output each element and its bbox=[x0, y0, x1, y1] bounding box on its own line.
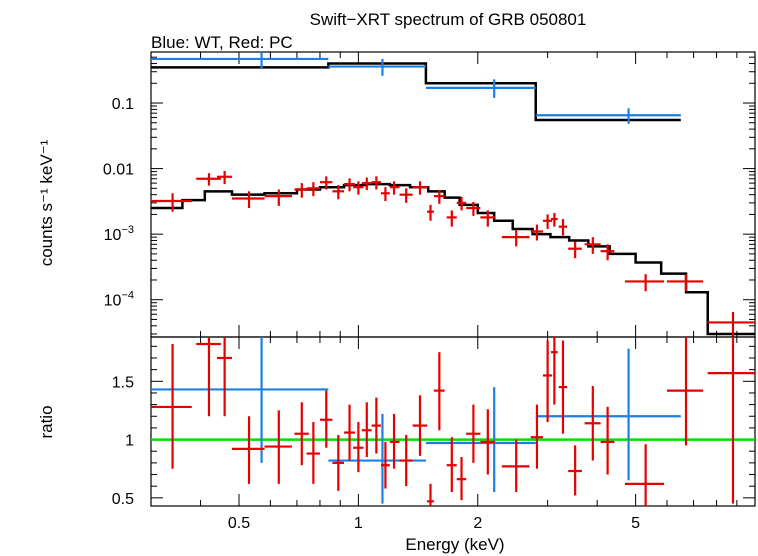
energy-x-tick-label: 5 bbox=[631, 515, 640, 532]
pc-data-point bbox=[551, 213, 558, 227]
pc-data-point bbox=[319, 390, 333, 448]
pc-data-point bbox=[371, 176, 381, 190]
pc-data-point bbox=[353, 422, 364, 473]
spectrum-y-tick-label: 10−3 bbox=[104, 224, 134, 244]
pc-data-point bbox=[480, 210, 495, 227]
pc-data-point bbox=[600, 244, 615, 261]
pc-data-point bbox=[412, 395, 428, 456]
pc-data-point bbox=[501, 230, 530, 247]
pc-data-point bbox=[501, 439, 530, 493]
pc-data-point bbox=[427, 204, 434, 221]
pc-data-point bbox=[530, 404, 543, 469]
pc-data-point bbox=[216, 170, 232, 185]
ratio-panel: 0.5 1 1.5 0.5 1 2 5 bbox=[112, 336, 756, 532]
pc-data-point bbox=[530, 224, 543, 241]
pc-data-point bbox=[264, 189, 292, 206]
pc-data-point bbox=[399, 434, 413, 487]
pc-data-point bbox=[542, 340, 553, 423]
ratio-y-tick-label: 0.5 bbox=[112, 491, 134, 508]
pc-data-point bbox=[707, 337, 755, 504]
pc-data-point bbox=[344, 404, 355, 461]
pc-data-point bbox=[466, 201, 481, 216]
pc-data-point bbox=[294, 183, 309, 198]
pc-data-point bbox=[151, 343, 192, 469]
spectrum-y-tick-label: 10−4 bbox=[104, 290, 134, 310]
pc-data-point bbox=[433, 190, 445, 204]
pc-model-curve bbox=[151, 182, 755, 336]
wt-data-point bbox=[328, 58, 426, 76]
pc-data-point bbox=[344, 178, 355, 192]
spectrum-y-tick-label: 0.1 bbox=[112, 96, 134, 113]
pc-data-point bbox=[558, 340, 568, 434]
pc-data-point bbox=[551, 337, 558, 405]
pc-data-point bbox=[319, 176, 333, 190]
wt-data-point bbox=[151, 337, 329, 463]
pc-data-point bbox=[231, 191, 265, 209]
spectrum-y-axis-label: counts s⁻¹ keV⁻¹ bbox=[37, 139, 56, 266]
pc-data-point bbox=[558, 219, 568, 236]
pc-data-point bbox=[196, 337, 221, 417]
spectrum-y-tick-label: 0.01 bbox=[103, 162, 134, 179]
wt-data-point bbox=[151, 52, 329, 69]
chart-title: Swift−XRT spectrum of GRB 050801 bbox=[310, 10, 587, 29]
pc-data-point bbox=[427, 483, 434, 506]
pc-data-point bbox=[332, 185, 345, 200]
pc-data-point bbox=[542, 214, 553, 229]
pc-data-point bbox=[294, 402, 309, 466]
wt-data-point bbox=[425, 79, 536, 98]
energy-x-tick-label: 0.5 bbox=[228, 515, 250, 532]
pc-data-point bbox=[568, 241, 582, 259]
pc-data-point bbox=[456, 196, 467, 211]
pc-data-point bbox=[584, 237, 601, 254]
pc-data-point bbox=[389, 181, 400, 195]
pc-data-point bbox=[480, 409, 495, 475]
pc-data-point bbox=[446, 210, 457, 227]
ratio-y-tick-label: 1 bbox=[125, 433, 134, 450]
pc-data-point bbox=[231, 416, 265, 484]
pc-data-point bbox=[361, 177, 372, 191]
pc-data-point bbox=[332, 434, 345, 491]
energy-x-tick-label: 1 bbox=[354, 515, 363, 532]
energy-x-axis-label: Energy (keV) bbox=[405, 535, 504, 554]
pc-data-point bbox=[151, 193, 192, 212]
wt-data-point bbox=[425, 387, 536, 493]
pc-data-point bbox=[667, 274, 704, 292]
pc-data-point bbox=[353, 181, 364, 195]
pc-data-point bbox=[568, 445, 582, 496]
pc-data-point bbox=[371, 397, 381, 454]
pc-data-point bbox=[456, 457, 467, 501]
pc-data-point bbox=[196, 173, 221, 186]
pc-data-point bbox=[412, 181, 428, 195]
pc-data-point bbox=[389, 413, 400, 469]
pc-data-point bbox=[624, 274, 665, 292]
pc-data-point bbox=[306, 182, 320, 197]
energy-x-tick-label: 2 bbox=[473, 515, 482, 532]
chart-subtitle: Blue: WT, Red: PC bbox=[151, 33, 293, 52]
wt-data-point bbox=[535, 108, 681, 124]
pc-data-point bbox=[600, 406, 615, 475]
pc-data-point bbox=[433, 352, 445, 431]
spectrum-panel: 0.1 0.01 10−3 10−4 bbox=[103, 51, 756, 338]
pc-data-point bbox=[216, 337, 232, 417]
pc-data-point bbox=[707, 311, 755, 337]
pc-data-point bbox=[380, 441, 390, 489]
wt-model-curve bbox=[151, 62, 681, 122]
ratio-y-axis-label: ratio bbox=[37, 405, 56, 438]
pc-data-point bbox=[306, 422, 320, 484]
ratio-plot-frame bbox=[150, 336, 756, 507]
pc-data-point bbox=[399, 188, 413, 203]
pc-data-point bbox=[380, 187, 390, 202]
pc-data-point bbox=[667, 337, 704, 446]
pc-data-point bbox=[624, 444, 665, 506]
pc-data-point bbox=[466, 404, 481, 463]
pc-data-point bbox=[361, 402, 372, 458]
pc-data-point bbox=[446, 437, 457, 493]
ratio-y-tick-label: 1.5 bbox=[112, 374, 134, 391]
pc-data-point bbox=[264, 410, 292, 484]
pc-data-point bbox=[584, 385, 601, 461]
